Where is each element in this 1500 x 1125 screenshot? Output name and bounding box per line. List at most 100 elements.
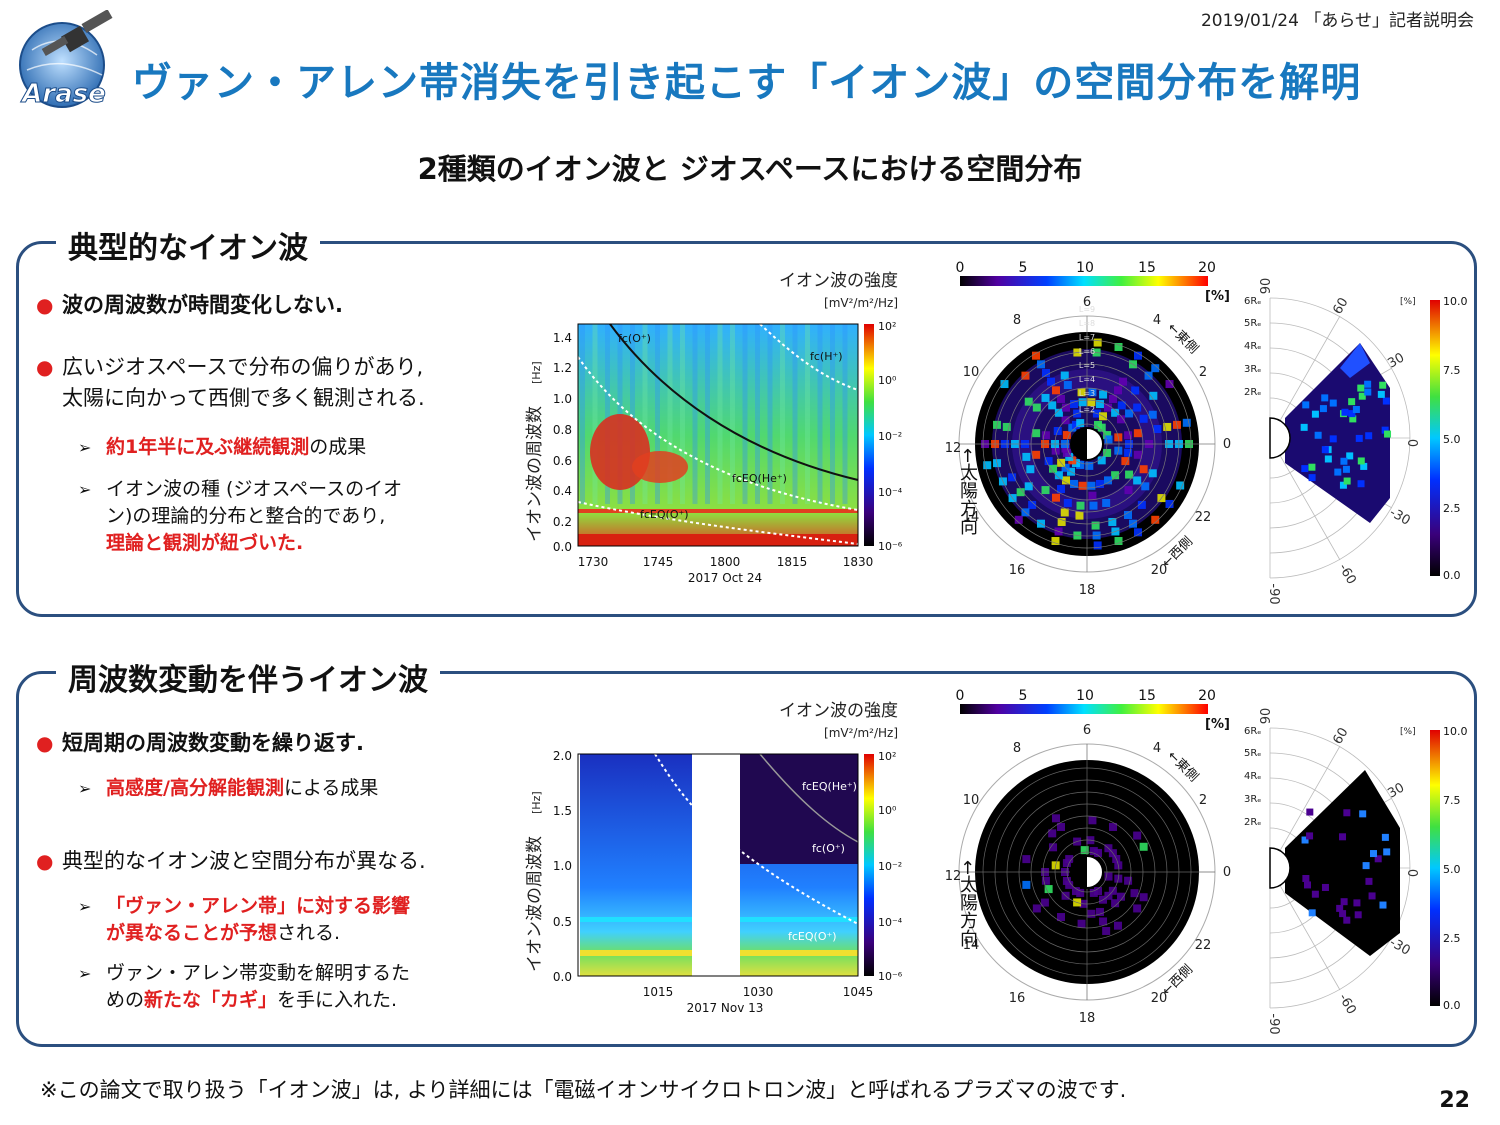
svg-text:L=5: L=5	[1079, 361, 1095, 370]
svg-text:90: 90	[1259, 278, 1274, 295]
svg-text:20: 20	[1151, 563, 1168, 578]
svg-text:14: 14	[963, 938, 980, 953]
svg-text:1.2: 1.2	[553, 361, 572, 375]
panel2-bullet1: ● 短周期の周波数変動を繰り返す.	[36, 731, 364, 755]
svg-text:2.5: 2.5	[1443, 932, 1461, 945]
svg-text:22: 22	[1195, 510, 1212, 525]
svg-text:0: 0	[956, 260, 965, 276]
svg-text:10⁻⁴: 10⁻⁴	[878, 486, 903, 499]
svg-text:30: 30	[1385, 780, 1407, 801]
polar-map-varying: 0 5 10 15 20 [%] 6 4 2 0 22 20 18 16 14 …	[945, 688, 1231, 1026]
svg-text:2: 2	[1199, 365, 1207, 380]
svg-text:20: 20	[1198, 260, 1216, 276]
svg-text:10.0: 10.0	[1443, 725, 1468, 738]
svg-text:5: 5	[1019, 688, 1028, 704]
svg-text:18: 18	[1079, 1011, 1096, 1026]
svg-text:0.6: 0.6	[553, 454, 572, 468]
svg-text:[mV²/m²/Hz]: [mV²/m²/Hz]	[824, 296, 898, 310]
svg-text:10: 10	[1076, 688, 1094, 704]
svg-text:L=9: L=9	[1079, 305, 1095, 314]
svg-text:Arase: Arase	[20, 79, 106, 109]
svg-text:6: 6	[1083, 295, 1091, 310]
svg-text:1.4: 1.4	[553, 331, 572, 345]
svg-text:8: 8	[1013, 313, 1021, 328]
svg-text:1.0: 1.0	[553, 392, 572, 406]
svg-text:60: 60	[1330, 295, 1351, 317]
svg-text:[%]: [%]	[1205, 289, 1230, 304]
svg-text:←東側: ←東側	[1164, 320, 1201, 357]
page-title: ヴァン・アレン帯消失を引き起こす「イオン波」の空間分布を解明	[132, 60, 1362, 106]
panel2-bullet2: ● 典型的なイオン波と空間分布が異なる.	[36, 849, 426, 873]
svg-text:2Rₑ: 2Rₑ	[1244, 817, 1261, 828]
svg-text:12: 12	[945, 869, 961, 884]
svg-text:fc(H⁺): fc(H⁺)	[810, 350, 843, 363]
svg-text:15: 15	[1138, 260, 1156, 276]
svg-text:1745: 1745	[643, 555, 674, 569]
svg-text:5Rₑ: 5Rₑ	[1244, 318, 1261, 329]
svg-text:7.5: 7.5	[1443, 364, 1461, 377]
svg-text:0.5: 0.5	[553, 915, 572, 929]
arase-logo: Arase	[19, 10, 113, 110]
panel2-sub3: ➢ ヴァン・アレン帯変動を解明するた めの新たな「カギ」を手に入れた.	[78, 962, 411, 1011]
svg-text:[Hz]: [Hz]	[530, 361, 543, 384]
svg-text:10: 10	[963, 365, 980, 380]
panel2-title: 周波数変動を伴うイオン波	[56, 655, 440, 699]
svg-text:60: 60	[1330, 725, 1351, 747]
svg-text:fcEQ(He⁺): fcEQ(He⁺)	[732, 472, 787, 485]
svg-text:10⁻⁴: 10⁻⁴	[878, 916, 903, 929]
svg-text:2Rₑ: 2Rₑ	[1244, 387, 1261, 398]
svg-text:1030: 1030	[743, 985, 774, 999]
svg-text:0: 0	[1407, 439, 1422, 447]
svg-text:10⁻⁶: 10⁻⁶	[878, 540, 903, 553]
svg-text:0: 0	[1223, 865, 1231, 880]
svg-text:1.5: 1.5	[553, 804, 572, 818]
svg-text:0: 0	[956, 688, 965, 704]
meridian-plot-typical: 6Rₑ 5Rₑ 4Rₑ 3Rₑ 2Rₑ 90 60 30 0 -30 -60 -…	[1244, 278, 1468, 605]
svg-text:イオン波の周波数: イオン波の周波数	[525, 406, 545, 542]
svg-text:10⁰: 10⁰	[878, 804, 897, 817]
polar-map-typical: 0 5 10 15 20 [%] 6 4 2 0 22 20 18 16 14 …	[945, 260, 1231, 598]
svg-text:0.0: 0.0	[1443, 999, 1461, 1012]
svg-text:2.0: 2.0	[553, 749, 572, 763]
svg-text:0.4: 0.4	[553, 484, 572, 498]
svg-text:[Hz]: [Hz]	[530, 791, 543, 814]
svg-text:4: 4	[1153, 741, 1161, 756]
svg-text:fc(O⁺): fc(O⁺)	[618, 332, 651, 345]
panel1-sub1: ➢ 約1年半に及ぶ継続観測の成果	[78, 436, 367, 458]
svg-text:0: 0	[1223, 437, 1231, 452]
svg-text:-60: -60	[1335, 991, 1359, 1017]
svg-text:10: 10	[963, 793, 980, 808]
svg-text:16: 16	[1009, 991, 1026, 1006]
svg-text:2017 Oct 24: 2017 Oct 24	[688, 571, 762, 585]
svg-text:10.0: 10.0	[1443, 295, 1468, 308]
svg-text:0.0: 0.0	[1443, 569, 1461, 582]
sun-direction-label-2: ←太陽方向	[957, 860, 978, 948]
svg-text:10⁻²: 10⁻²	[878, 430, 902, 443]
svg-text:20: 20	[1198, 688, 1216, 704]
panel2-sub2: ➢ 「ヴァン・アレン帯」に対する影響 が異なることが予想される.	[78, 895, 411, 944]
svg-text:2017 Nov 13: 2017 Nov 13	[687, 1001, 764, 1015]
spectrogram-oct24: イオン波の強度 [mV²/m²/Hz] fc(O⁺) fc(H⁺) fcEQ(H…	[525, 271, 903, 585]
svg-text:1730: 1730	[578, 555, 609, 569]
panel1-bullet1: ● 波の周波数が時間変化しない.	[36, 293, 343, 317]
svg-text:イオン波の強度: イオン波の強度	[779, 701, 898, 721]
panel1-sub2: ➢ イオン波の種 (ジオスペースのイオ ン)の理論的分布と整合的であり, 理論と…	[78, 478, 403, 554]
svg-text:7.5: 7.5	[1443, 794, 1461, 807]
svg-text:10²: 10²	[878, 320, 896, 333]
svg-text:[%]: [%]	[1400, 297, 1416, 307]
svg-text:←東側: ←東側	[1164, 748, 1201, 785]
meridian-plot-varying: 6Rₑ 5Rₑ 4Rₑ 3Rₑ 2Rₑ 90 60 30 0 -30 -60 -…	[1244, 708, 1468, 1035]
svg-text:3Rₑ: 3Rₑ	[1244, 364, 1261, 375]
svg-text:12: 12	[945, 441, 961, 456]
panel1-bullet2: ● 広いジオスペースで分布の偏りがあり, 太陽に向かって西側で多く観測される.	[36, 355, 425, 410]
svg-text:[mV²/m²/Hz]: [mV²/m²/Hz]	[824, 726, 898, 740]
svg-text:10⁻⁶: 10⁻⁶	[878, 970, 903, 983]
svg-text:1045: 1045	[843, 985, 874, 999]
svg-text:6Rₑ: 6Rₑ	[1244, 296, 1261, 307]
panel2-sub1: ➢ 高感度/高分解能観測による成果	[78, 777, 379, 799]
svg-text:1830: 1830	[843, 555, 874, 569]
svg-text:0.0: 0.0	[553, 540, 572, 554]
svg-text:[%]: [%]	[1400, 727, 1416, 737]
svg-text:5.0: 5.0	[1443, 433, 1461, 446]
svg-text:15: 15	[1138, 688, 1156, 704]
